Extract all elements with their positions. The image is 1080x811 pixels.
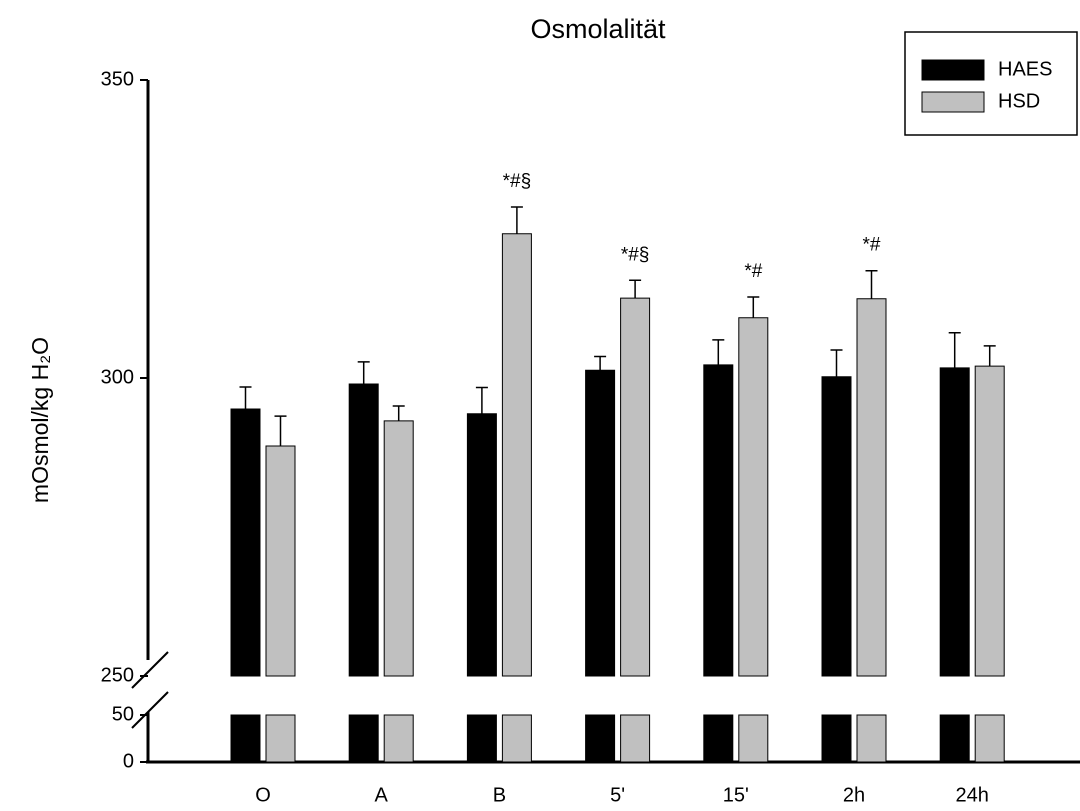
bar bbox=[939, 367, 970, 763]
error-bar bbox=[510, 206, 523, 234]
bar bbox=[585, 369, 616, 763]
error-bar bbox=[357, 361, 370, 384]
annotation: *#§ bbox=[621, 244, 650, 265]
legend-swatch bbox=[921, 59, 985, 81]
bar bbox=[974, 365, 1005, 763]
x-tick-label: 15' bbox=[723, 784, 749, 806]
x-tick-label: 5' bbox=[610, 784, 625, 806]
y-axis-label: mOsmol/kg H₂O bbox=[27, 337, 53, 503]
error-bar bbox=[948, 331, 961, 368]
error-bar bbox=[983, 345, 996, 367]
y-tick-label: 350 bbox=[101, 68, 134, 90]
error-bar bbox=[747, 296, 760, 318]
bar bbox=[265, 445, 296, 763]
x-tick-label: 24h bbox=[956, 784, 989, 806]
bar bbox=[821, 376, 852, 763]
error-bar bbox=[712, 339, 725, 365]
annotation: *# bbox=[744, 261, 762, 282]
y-tick-label: 50 bbox=[112, 703, 134, 725]
legend-label: HSD bbox=[998, 90, 1040, 112]
error-bar bbox=[629, 279, 642, 299]
bar bbox=[856, 298, 887, 763]
error-bar bbox=[594, 355, 607, 371]
chart-title: Osmolalität bbox=[530, 14, 666, 44]
bar bbox=[348, 383, 379, 763]
bar bbox=[738, 317, 769, 763]
y-tick-label: 300 bbox=[101, 366, 134, 388]
annotation: *# bbox=[863, 235, 881, 256]
annotation: *#§ bbox=[503, 171, 532, 192]
bar bbox=[703, 364, 734, 763]
bar bbox=[383, 420, 414, 763]
legend-label: HAES bbox=[998, 58, 1052, 80]
error-bar bbox=[865, 269, 878, 299]
bar bbox=[466, 413, 497, 763]
bar bbox=[230, 408, 261, 763]
error-bar bbox=[392, 405, 405, 421]
x-tick-label: O bbox=[255, 784, 271, 806]
x-tick-label: B bbox=[493, 784, 506, 806]
y-tick-label: 0 bbox=[123, 750, 134, 772]
y-tick-label: 250 bbox=[101, 664, 134, 686]
error-bar bbox=[475, 386, 488, 414]
x-tick-label: 2h bbox=[843, 784, 865, 806]
bar bbox=[501, 233, 532, 763]
error-bar bbox=[239, 386, 252, 409]
legend-box bbox=[904, 31, 1078, 136]
axis-break bbox=[131, 651, 169, 729]
error-bar bbox=[830, 349, 843, 377]
x-tick-label: A bbox=[375, 784, 389, 806]
legend bbox=[904, 31, 1078, 136]
legend-swatch bbox=[921, 91, 985, 113]
bar bbox=[620, 297, 651, 763]
break-mark bbox=[131, 691, 169, 729]
error-bar bbox=[274, 415, 287, 446]
break-mark bbox=[131, 651, 169, 689]
